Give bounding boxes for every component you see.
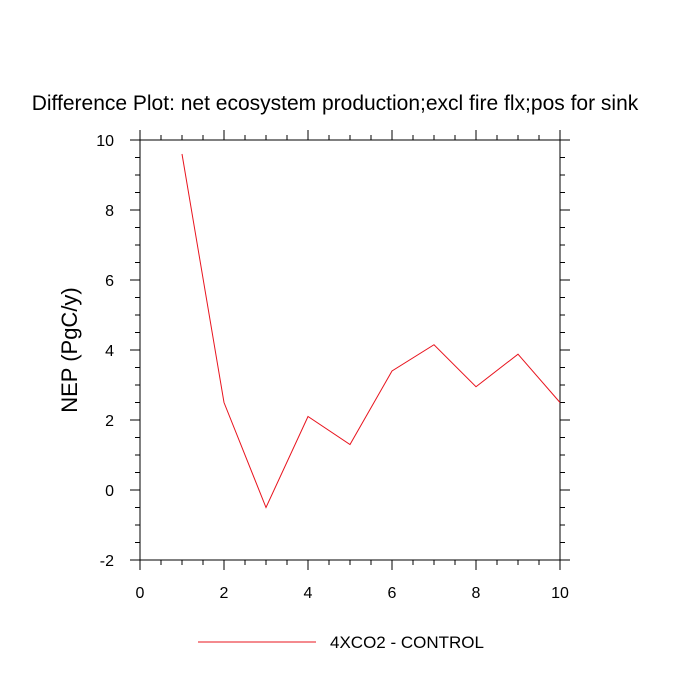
y-tick-label: 10 <box>96 133 114 150</box>
x-tick-label: 8 <box>472 585 481 602</box>
x-tick-labels: 0 2 4 6 8 10 <box>136 585 569 602</box>
y-tick-label: 0 <box>105 483 114 500</box>
plot-frame <box>139 139 561 561</box>
x-tick-label: 10 <box>551 585 569 602</box>
y-tick-label: 4 <box>105 343 114 360</box>
y-axis-label: NEP (PgC/y) <box>57 287 82 413</box>
axis-ticks <box>130 130 570 570</box>
y-tick-label: -2 <box>100 553 114 570</box>
y-tick-label: 6 <box>105 273 114 290</box>
x-tick-label: 6 <box>388 585 397 602</box>
legend-label: 4XCO2 - CONTROL <box>330 633 484 652</box>
y-tick-label: 8 <box>105 203 114 220</box>
series-group <box>181 153 561 509</box>
x-tick-label: 0 <box>136 585 145 602</box>
y-tick-label: 2 <box>105 413 114 430</box>
x-tick-label: 2 <box>220 585 229 602</box>
legend: 4XCO2 - CONTROL <box>198 633 484 652</box>
chart-title: Difference Plot: net ecosystem productio… <box>32 92 639 115</box>
y-tick-labels: -2 0 2 4 6 8 10 <box>96 133 114 570</box>
series-line <box>181 153 561 509</box>
x-tick-label: 4 <box>304 585 313 602</box>
